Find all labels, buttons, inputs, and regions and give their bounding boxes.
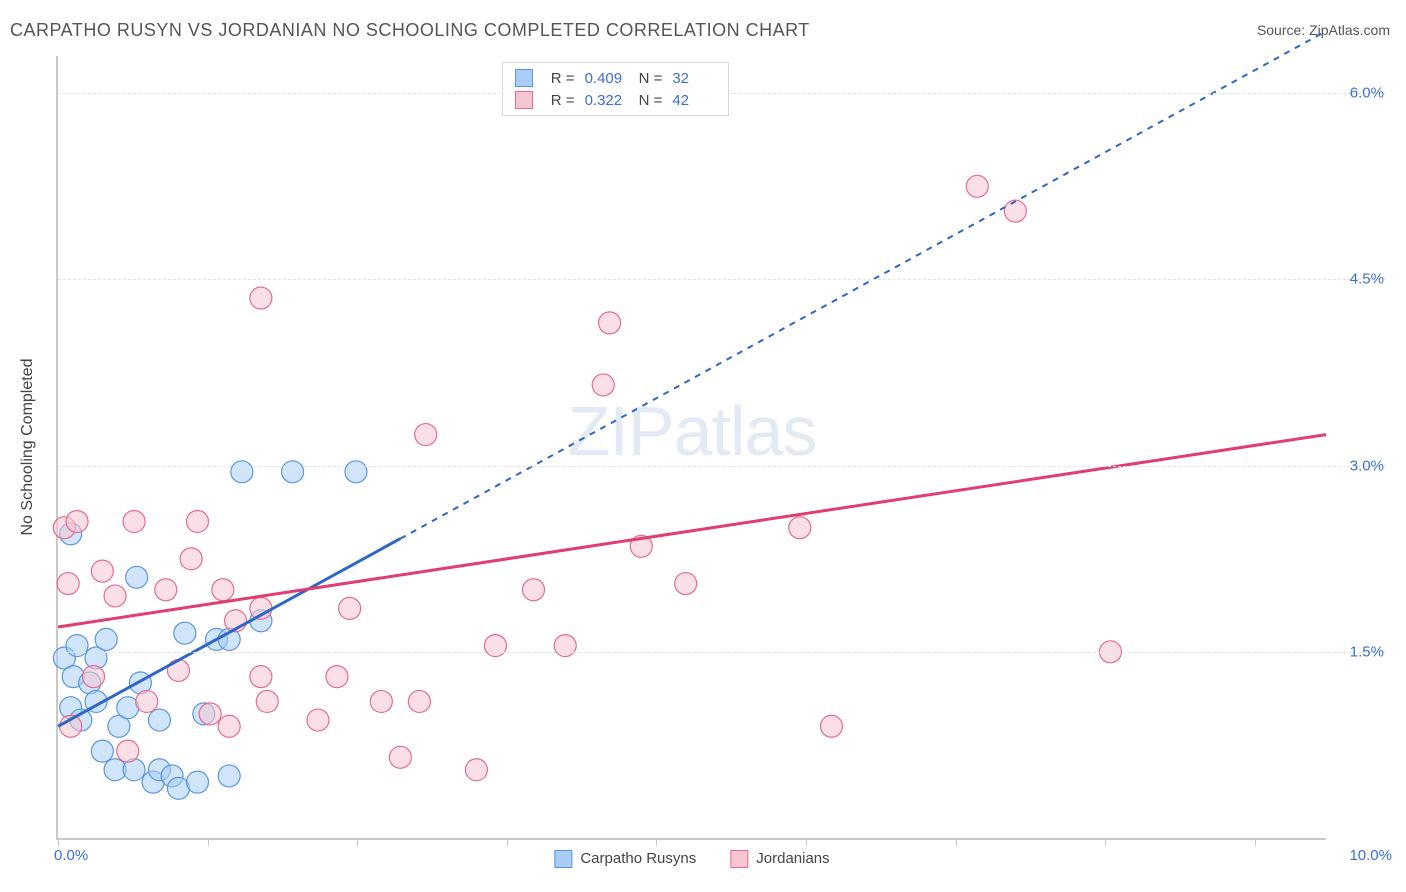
legend-item-jordanian: Jordanians bbox=[730, 850, 829, 868]
chart-title: CARPATHO RUSYN VS JORDANIAN NO SCHOOLING… bbox=[10, 20, 810, 41]
scatter-point-jordanian bbox=[136, 690, 158, 712]
legend-row-jordanian: R = 0.322 N = 42 bbox=[515, 89, 717, 111]
scatter-point-carpatho bbox=[91, 740, 113, 762]
scatter-point-carpatho bbox=[186, 771, 208, 793]
legend-label-carpatho: Carpatho Rusyns bbox=[580, 850, 696, 867]
y-axis-label: No Schooling Completed bbox=[19, 359, 37, 536]
legend-item-carpatho: Carpatho Rusyns bbox=[554, 850, 696, 868]
scatter-point-jordanian bbox=[250, 287, 272, 309]
scatter-point-jordanian bbox=[789, 517, 811, 539]
scatter-point-jordanian bbox=[592, 374, 614, 396]
legend-row-carpatho: R = 0.409 N = 32 bbox=[515, 67, 717, 89]
legend-r-value-carpatho: 0.409 bbox=[585, 70, 629, 87]
scatter-point-jordanian bbox=[820, 715, 842, 737]
scatter-point-jordanian bbox=[370, 690, 392, 712]
x-axis-max-label: 10.0% bbox=[1349, 847, 1392, 864]
scatter-point-carpatho bbox=[231, 461, 253, 483]
scatter-point-jordanian bbox=[155, 579, 177, 601]
scatter-point-jordanian bbox=[1004, 200, 1026, 222]
scatter-point-jordanian bbox=[415, 424, 437, 446]
y-tick-label: 4.5% bbox=[1334, 271, 1384, 288]
scatter-point-jordanian bbox=[123, 510, 145, 532]
plot-svg bbox=[58, 56, 1326, 838]
scatter-point-jordanian bbox=[326, 666, 348, 688]
scatter-point-jordanian bbox=[250, 666, 272, 688]
scatter-point-jordanian bbox=[212, 579, 234, 601]
legend-r-value-jordanian: 0.322 bbox=[585, 92, 629, 109]
scatter-point-jordanian bbox=[389, 746, 411, 768]
scatter-point-jordanian bbox=[307, 709, 329, 731]
scatter-point-jordanian bbox=[104, 585, 126, 607]
scatter-point-carpatho bbox=[345, 461, 367, 483]
scatter-point-jordanian bbox=[199, 703, 221, 725]
scatter-point-jordanian bbox=[554, 635, 576, 657]
scatter-point-jordanian bbox=[186, 510, 208, 532]
x-tick bbox=[357, 838, 358, 846]
scatter-point-carpatho bbox=[174, 622, 196, 644]
scatter-point-jordanian bbox=[675, 573, 697, 595]
scatter-point-jordanian bbox=[966, 175, 988, 197]
scatter-point-jordanian bbox=[218, 715, 240, 737]
scatter-point-carpatho bbox=[66, 635, 88, 657]
legend-series: Carpatho Rusyns Jordanians bbox=[554, 850, 829, 868]
scatter-point-jordanian bbox=[339, 597, 361, 619]
y-tick-label: 3.0% bbox=[1334, 457, 1384, 474]
scatter-point-carpatho bbox=[95, 628, 117, 650]
x-axis-min-label: 0.0% bbox=[54, 847, 88, 864]
scatter-point-jordanian bbox=[256, 690, 278, 712]
legend-n-label: N = bbox=[639, 92, 663, 109]
scatter-point-jordanian bbox=[167, 659, 189, 681]
legend-n-value-jordanian: 42 bbox=[672, 92, 716, 109]
legend-stats-box: R = 0.409 N = 32 R = 0.322 N = 42 bbox=[502, 62, 730, 116]
scatter-point-jordanian bbox=[180, 548, 202, 570]
legend-swatch-jordanian-icon bbox=[730, 850, 748, 868]
scatter-point-jordanian bbox=[66, 510, 88, 532]
x-tick bbox=[956, 838, 957, 846]
scatter-point-carpatho bbox=[148, 709, 170, 731]
x-tick bbox=[208, 838, 209, 846]
legend-label-jordanian: Jordanians bbox=[756, 850, 829, 867]
legend-swatch-carpatho bbox=[515, 69, 533, 87]
scatter-point-carpatho bbox=[282, 461, 304, 483]
source-name: ZipAtlas.com bbox=[1309, 22, 1390, 38]
source-prefix: Source: bbox=[1257, 22, 1309, 38]
legend-n-value-carpatho: 32 bbox=[672, 70, 716, 87]
legend-n-label: N = bbox=[639, 70, 663, 87]
legend-swatch-jordanian bbox=[515, 91, 533, 109]
legend-r-label: R = bbox=[551, 92, 575, 109]
x-tick bbox=[656, 838, 657, 846]
source-attribution: Source: ZipAtlas.com bbox=[1257, 22, 1390, 38]
gridline-h bbox=[58, 652, 1386, 653]
y-tick-label: 6.0% bbox=[1334, 85, 1384, 102]
scatter-point-jordanian bbox=[599, 312, 621, 334]
legend-r-label: R = bbox=[551, 70, 575, 87]
x-tick bbox=[806, 838, 807, 846]
x-tick bbox=[507, 838, 508, 846]
x-tick bbox=[1255, 838, 1256, 846]
legend-swatch-carpatho-icon bbox=[554, 850, 572, 868]
gridline-h bbox=[58, 466, 1386, 467]
scatter-point-jordanian bbox=[484, 635, 506, 657]
scatter-point-jordanian bbox=[408, 690, 430, 712]
scatter-point-jordanian bbox=[523, 579, 545, 601]
scatter-point-jordanian bbox=[83, 666, 105, 688]
scatter-point-jordanian bbox=[117, 740, 139, 762]
x-tick bbox=[58, 838, 59, 846]
scatter-point-jordanian bbox=[465, 759, 487, 781]
scatter-point-carpatho bbox=[126, 566, 148, 588]
y-tick-label: 1.5% bbox=[1334, 643, 1384, 660]
gridline-h bbox=[58, 279, 1386, 280]
scatter-point-jordanian bbox=[57, 573, 79, 595]
scatter-point-carpatho bbox=[218, 765, 240, 787]
plot-area: ZIPatlas No Schooling Completed R = 0.40… bbox=[56, 56, 1326, 840]
scatter-point-jordanian bbox=[91, 560, 113, 582]
chart-container: CARPATHO RUSYN VS JORDANIAN NO SCHOOLING… bbox=[10, 20, 1396, 882]
x-tick bbox=[1105, 838, 1106, 846]
